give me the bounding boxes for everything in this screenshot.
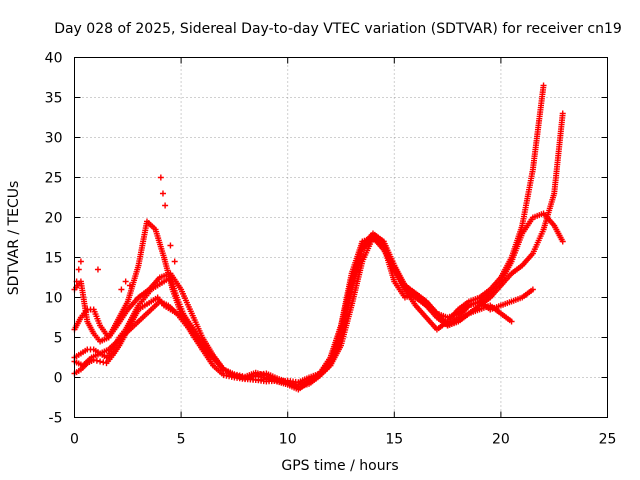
track-3-point — [508, 318, 515, 325]
x-tick-label: 25 — [599, 432, 617, 448]
outlier-marker — [122, 278, 129, 285]
y-tick-label: 25 — [45, 171, 63, 187]
x-tick-label: 5 — [177, 432, 186, 448]
track-4-point — [529, 286, 536, 293]
y-tick-label: 40 — [45, 51, 63, 67]
axis-ticks: 0 5 10 15 20 25 -5 0 5 10 15 20 25 30 35 40 — [45, 51, 617, 448]
y-tick-label: 15 — [45, 251, 63, 267]
outlier-marker — [75, 266, 82, 273]
outlier-marker — [167, 242, 174, 249]
outlier-marker — [171, 258, 178, 265]
y-tick-label: 20 — [45, 211, 63, 227]
y-tick-label: 30 — [45, 131, 63, 147]
outlier-marker — [199, 346, 206, 353]
track-1-point — [540, 82, 547, 89]
track-2-point — [559, 238, 566, 245]
data-markers — [71, 82, 566, 393]
outlier-marker — [94, 266, 101, 273]
y-axis-label: SDTVAR / TECUs — [6, 181, 22, 296]
track-4-point — [90, 356, 97, 363]
outlier-marker — [159, 190, 166, 197]
x-tick-label: 10 — [279, 432, 297, 448]
y-tick-label: 5 — [54, 331, 63, 347]
plot-frame — [74, 57, 608, 418]
y-tick-label: 0 — [54, 371, 63, 387]
outlier-marker — [118, 286, 125, 293]
y-tick-label: -5 — [49, 411, 63, 427]
track-4-marker — [93, 357, 100, 364]
outlier-marker — [157, 174, 164, 181]
x-tick-label: 0 — [70, 432, 79, 448]
outlier-marker — [126, 282, 133, 289]
outlier-marker — [77, 258, 84, 265]
x-tick-label: 20 — [492, 432, 510, 448]
track-4-marker — [100, 359, 107, 366]
x-axis-label: GPS time / hours — [281, 458, 398, 474]
x-tick-label: 15 — [385, 432, 403, 448]
outlier-marker — [162, 202, 169, 209]
track-4-point — [97, 358, 104, 365]
track-5-point — [559, 110, 566, 117]
chart-title: Day 028 of 2025, Sidereal Day-to-day VTE… — [54, 21, 622, 37]
y-tick-label: 35 — [45, 91, 63, 107]
y-tick-label: 10 — [45, 291, 63, 307]
